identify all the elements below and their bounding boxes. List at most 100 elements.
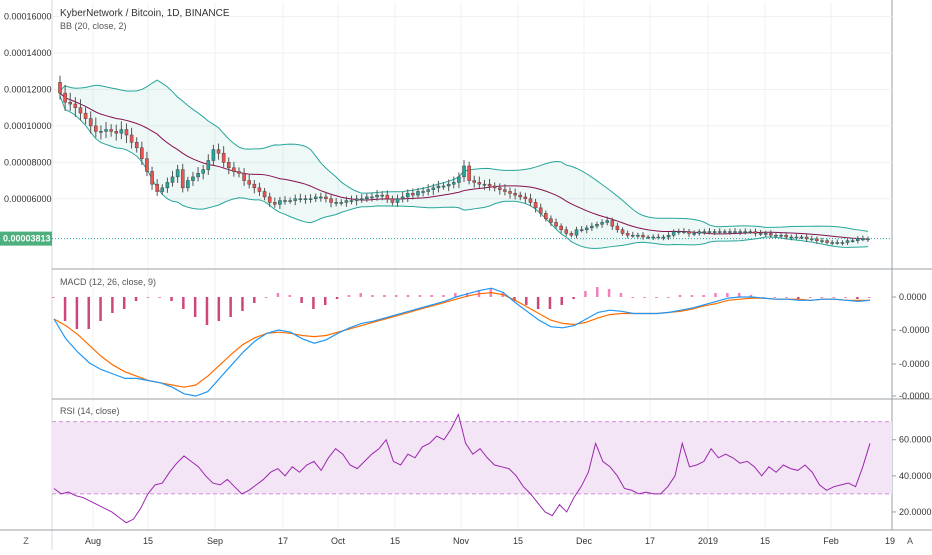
macd-y-tick: 0.0000 xyxy=(899,292,927,302)
candle-body xyxy=(855,238,860,241)
macd-histogram-bar xyxy=(394,295,398,297)
candle-body xyxy=(523,196,528,200)
x-axis-label: 15 xyxy=(513,536,523,546)
candle-body xyxy=(503,189,507,192)
candle-body xyxy=(820,240,824,242)
candle-body xyxy=(774,234,778,237)
candle-body xyxy=(712,231,717,233)
price-y-tick: 0.00010000 xyxy=(4,121,52,131)
x-axis-label: Nov xyxy=(453,536,470,546)
candle-body xyxy=(661,236,666,239)
x-axis-label: Sep xyxy=(207,536,223,546)
macd-histogram-bar xyxy=(75,297,79,329)
bb-lower-line xyxy=(59,95,869,249)
candle-body xyxy=(83,112,88,119)
macd-histogram-bar xyxy=(797,297,800,299)
candle-body xyxy=(405,193,410,198)
last-price-label: 0.00003813 xyxy=(3,234,51,244)
candle-body xyxy=(313,196,318,200)
candle-body xyxy=(324,196,328,200)
candle-body xyxy=(579,229,584,231)
candle-body xyxy=(845,240,850,243)
macd-histogram-bar xyxy=(856,297,859,299)
macd-histogram-bar xyxy=(525,297,528,305)
candle-body xyxy=(784,234,788,238)
macd-histogram-bar xyxy=(383,295,386,297)
candle-body xyxy=(226,162,231,169)
macd-histogram-bar xyxy=(678,295,682,297)
macd-y-tick: -0.0000 xyxy=(899,391,930,401)
candle-body xyxy=(651,236,655,239)
auto-scale-toggle-icon[interactable]: A xyxy=(907,536,913,546)
candle-body xyxy=(559,225,563,230)
macd-histogram-bar xyxy=(241,297,244,311)
macd-histogram-bar xyxy=(182,297,185,309)
candle-body xyxy=(114,131,119,134)
candle-body xyxy=(150,171,154,185)
log-scale-toggle-icon[interactable]: Z xyxy=(23,536,29,546)
candle-body xyxy=(451,182,456,185)
candle-body xyxy=(477,182,482,185)
macd-histogram-bar xyxy=(170,297,173,301)
candle-body xyxy=(78,107,83,114)
x-axis-label: Oct xyxy=(331,536,346,546)
price-y-tick: 0.00006000 xyxy=(4,194,52,204)
macd-histogram-bar xyxy=(596,287,599,297)
price-y-tick: 0.00014000 xyxy=(4,48,52,58)
candle-body xyxy=(180,169,185,189)
candle-body xyxy=(513,193,517,196)
price-y-tick: 0.00012000 xyxy=(4,84,52,94)
candle-body xyxy=(446,183,451,187)
macd-histogram-bar xyxy=(229,297,232,317)
candle-body xyxy=(140,147,144,159)
macd-histogram-bar xyxy=(134,297,138,301)
macd-histogram-bar xyxy=(773,297,776,298)
candle-body xyxy=(804,236,809,240)
candle-body xyxy=(646,236,650,239)
candle-body xyxy=(472,180,477,183)
macd-histogram-bar xyxy=(442,295,445,297)
candle-body xyxy=(232,167,236,172)
candle-body xyxy=(242,173,246,181)
candle-body xyxy=(211,149,216,161)
candle-body xyxy=(830,242,834,244)
rsi-indicator-label: RSI (14, close) xyxy=(60,406,120,416)
candle-body xyxy=(88,118,93,127)
candle-body xyxy=(508,191,512,194)
candle-body xyxy=(431,187,436,190)
macd-histogram-bar xyxy=(714,293,717,297)
candle-body xyxy=(723,231,727,233)
macd-signal-line xyxy=(53,291,870,388)
macd-histogram-bar xyxy=(193,297,197,317)
candle-body xyxy=(385,194,390,200)
candle-body xyxy=(666,234,671,238)
candle-body xyxy=(119,129,124,134)
macd-histogram-bar xyxy=(406,295,410,297)
candle-body xyxy=(380,194,384,197)
candle-body xyxy=(344,200,349,203)
candle-body xyxy=(247,180,251,185)
candle-body xyxy=(262,191,267,198)
candle-body xyxy=(656,236,661,239)
candle-body xyxy=(365,196,369,200)
candle-body xyxy=(615,225,620,230)
candle-body xyxy=(58,82,62,94)
candle-body xyxy=(779,234,783,237)
candle-body xyxy=(758,233,763,235)
candle-body xyxy=(641,234,645,238)
candle-body xyxy=(799,236,804,239)
candle-body xyxy=(584,227,589,230)
candle-body xyxy=(298,198,303,201)
candle-body xyxy=(533,202,538,209)
candle-body xyxy=(697,231,702,234)
candle-body xyxy=(487,183,492,187)
bb-indicator-label: BB (20, close, 2) xyxy=(60,21,127,31)
macd-histogram-bar xyxy=(844,297,847,298)
candle-body xyxy=(436,185,441,189)
macd-histogram-bar xyxy=(560,297,564,305)
candle-body xyxy=(763,233,768,235)
candle-body xyxy=(498,187,502,190)
candle-body xyxy=(395,198,400,203)
candle-body xyxy=(457,176,461,183)
